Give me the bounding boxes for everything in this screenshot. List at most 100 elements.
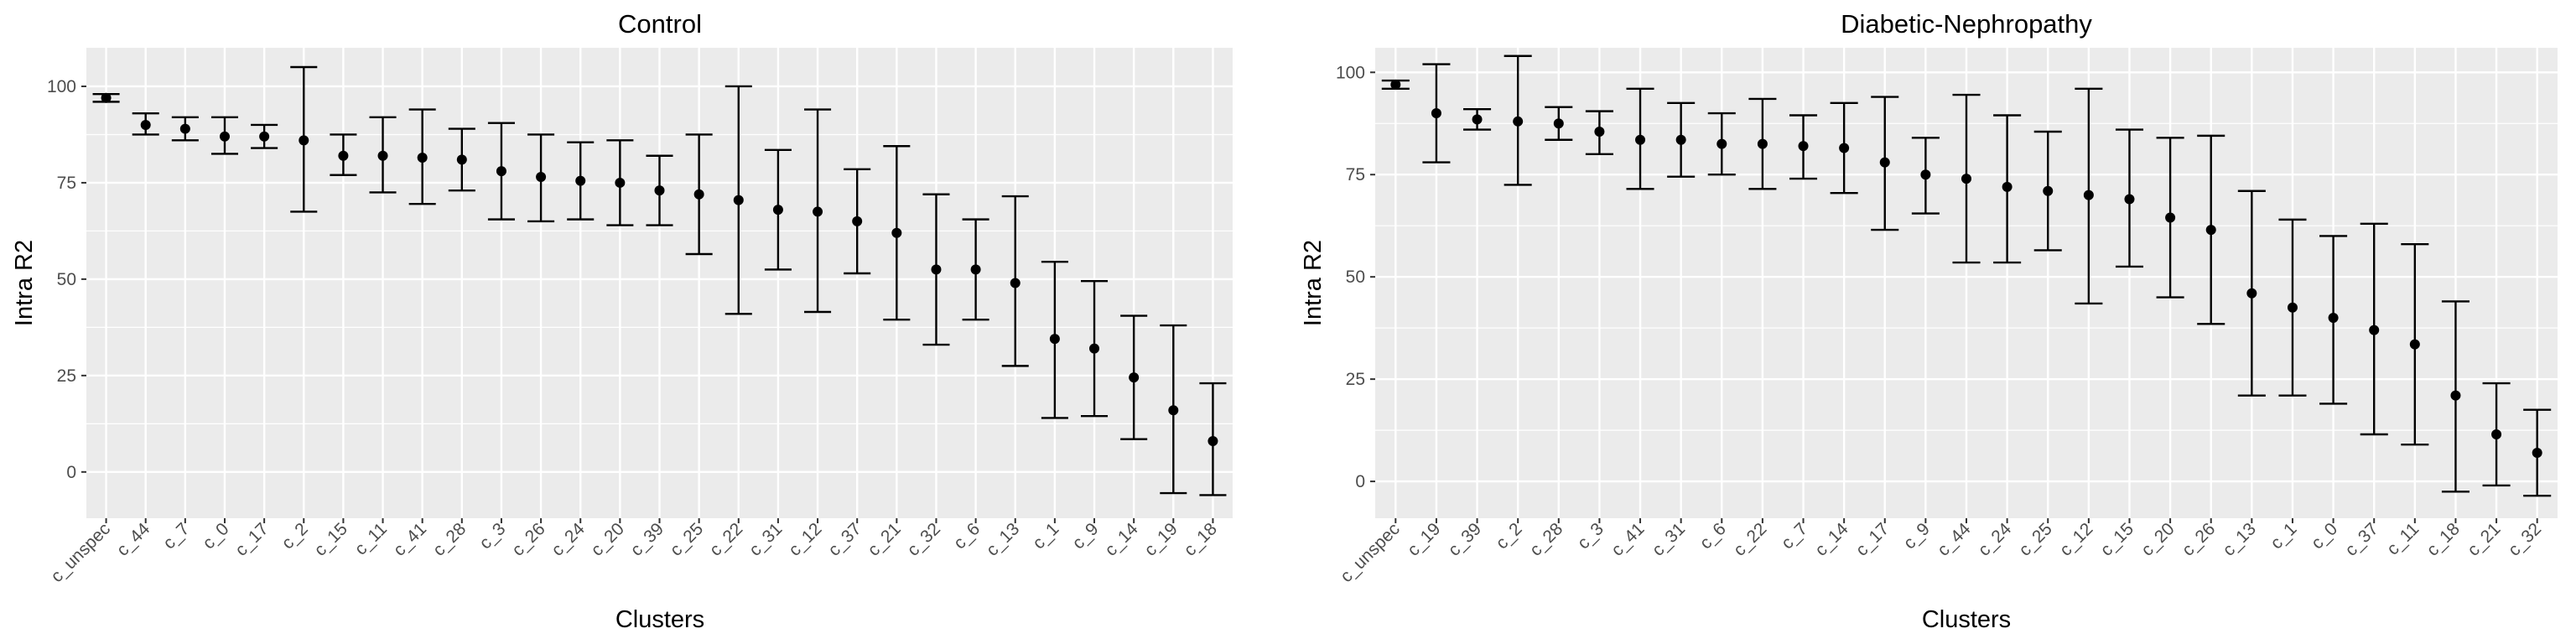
x-axis-title: Clusters (615, 606, 704, 633)
x-tick-label: c_37 (2341, 519, 2381, 559)
x-tick-label: c_44 (1934, 519, 1975, 560)
data-point (1513, 116, 1524, 127)
x-tick-label: c_28 (1526, 519, 1566, 559)
x-tick-label: c_22 (1730, 519, 1770, 559)
x-tick-label: c_39 (627, 519, 667, 559)
data-point (496, 166, 506, 177)
y-tick-label: 75 (1346, 165, 1365, 184)
x-tick-label: c_0 (2308, 519, 2341, 553)
x-tick-label: c_26 (508, 519, 548, 559)
x-tick-label: c_17 (1852, 519, 1893, 559)
y-axis-title: Intra R2 (1300, 240, 1327, 326)
x-tick-label: c_15 (310, 519, 351, 559)
x-tick-label: c_3 (1574, 519, 1607, 553)
y-tick-label: 50 (57, 270, 76, 289)
y-tick-label: 50 (1346, 267, 1365, 287)
data-point (970, 264, 981, 275)
data-point (1594, 127, 1605, 138)
data-point (1208, 436, 1218, 447)
panel-diabetic-nephropathy: 0 25 50 75 100 c_unspec c_19 c_39 c_2 c_28 c_3 c_41… (1300, 9, 2558, 633)
x-tick-label: c_3 (475, 519, 509, 553)
data-point (2450, 390, 2461, 401)
x-tick-label: c_19 (1140, 519, 1181, 559)
x-tick-label: c_19 (1404, 519, 1444, 559)
data-point (219, 131, 230, 142)
data-point (1129, 372, 1140, 383)
data-point (2165, 212, 2176, 223)
data-point (654, 185, 665, 196)
x-tick-label: c_24 (1975, 519, 2016, 560)
data-point (733, 195, 744, 205)
x-tick-label: c_28 (429, 519, 470, 559)
x-tick-label: c_6 (950, 519, 984, 553)
data-point (1168, 405, 1179, 416)
x-tick-label: c_2 (278, 519, 312, 553)
data-point (813, 206, 823, 217)
x-tick-label: c_2 (1493, 519, 1526, 553)
x-tick-label: c_41 (390, 519, 430, 559)
x-tick-label: c_7 (1778, 519, 1811, 553)
panel-title: Diabetic-Nephropathy (1841, 9, 2092, 39)
data-point (1635, 134, 1646, 145)
data-point (299, 135, 309, 146)
data-point (772, 205, 783, 216)
data-point (891, 227, 902, 238)
data-point (575, 175, 586, 186)
data-point (536, 172, 547, 183)
data-point (1089, 343, 1100, 354)
data-point (1010, 278, 1021, 288)
data-point (101, 92, 112, 103)
data-point (2328, 312, 2339, 323)
data-point (1553, 118, 1564, 129)
data-point (852, 216, 863, 226)
data-point (456, 154, 467, 165)
x-tick-label: c_25 (2015, 519, 2055, 559)
data-point (1798, 141, 1809, 152)
x-tick-label: c_11 (2383, 519, 2423, 558)
data-point (2083, 190, 2094, 200)
x-tick-label: c_31 (745, 519, 786, 559)
x-tick-label: c_24 (548, 519, 589, 560)
x-tick-label: c_32 (904, 519, 944, 559)
x-tick-label: c_37 (824, 519, 865, 559)
x-tick-label: c_25 (667, 519, 707, 559)
x-tick-label: c_20 (587, 519, 627, 559)
x-tick-label: c_26 (2179, 519, 2219, 559)
x-tick-label: c_6 (1696, 519, 1730, 553)
data-point (2205, 225, 2216, 236)
x-tick-label: c_22 (706, 519, 746, 559)
data-point (2002, 181, 2012, 192)
data-point (259, 131, 270, 142)
data-point (2043, 185, 2054, 196)
x-tick-label: c_11 (351, 519, 391, 558)
x-tick-label: c_17 (231, 519, 272, 559)
data-point (1049, 334, 1060, 345)
data-point (1879, 157, 1890, 168)
data-point (377, 150, 388, 161)
x-tick-label: c_31 (1649, 519, 1689, 559)
data-point (1839, 143, 1850, 153)
x-axis-title: Clusters (1922, 606, 2011, 633)
x-tick-label: c_unspec (47, 519, 114, 586)
x-tick-label: c_14 (1101, 519, 1142, 560)
x-tick-label: c_44 (113, 519, 154, 560)
x-tick-label: c_15 (2097, 519, 2137, 559)
data-point (2491, 428, 2502, 439)
x-tick-label: c_32 (2505, 519, 2545, 559)
data-point (2124, 194, 2135, 205)
x-tick-label: c_21 (2464, 519, 2504, 559)
data-point (338, 150, 349, 161)
x-tick-label: c_14 (1811, 519, 1852, 560)
x-tick-label: c_41 (1607, 519, 1648, 559)
data-point (1716, 138, 1727, 149)
data-point (140, 119, 151, 130)
x-tick-label: c_20 (2137, 519, 2178, 559)
x-tick-label: c_12 (785, 519, 825, 559)
panel-title: Control (618, 9, 702, 39)
y-tick-label: 25 (57, 366, 76, 386)
data-point (1961, 174, 1971, 184)
x-tick-label: c_unspec (1337, 519, 1404, 586)
data-point (615, 177, 626, 188)
